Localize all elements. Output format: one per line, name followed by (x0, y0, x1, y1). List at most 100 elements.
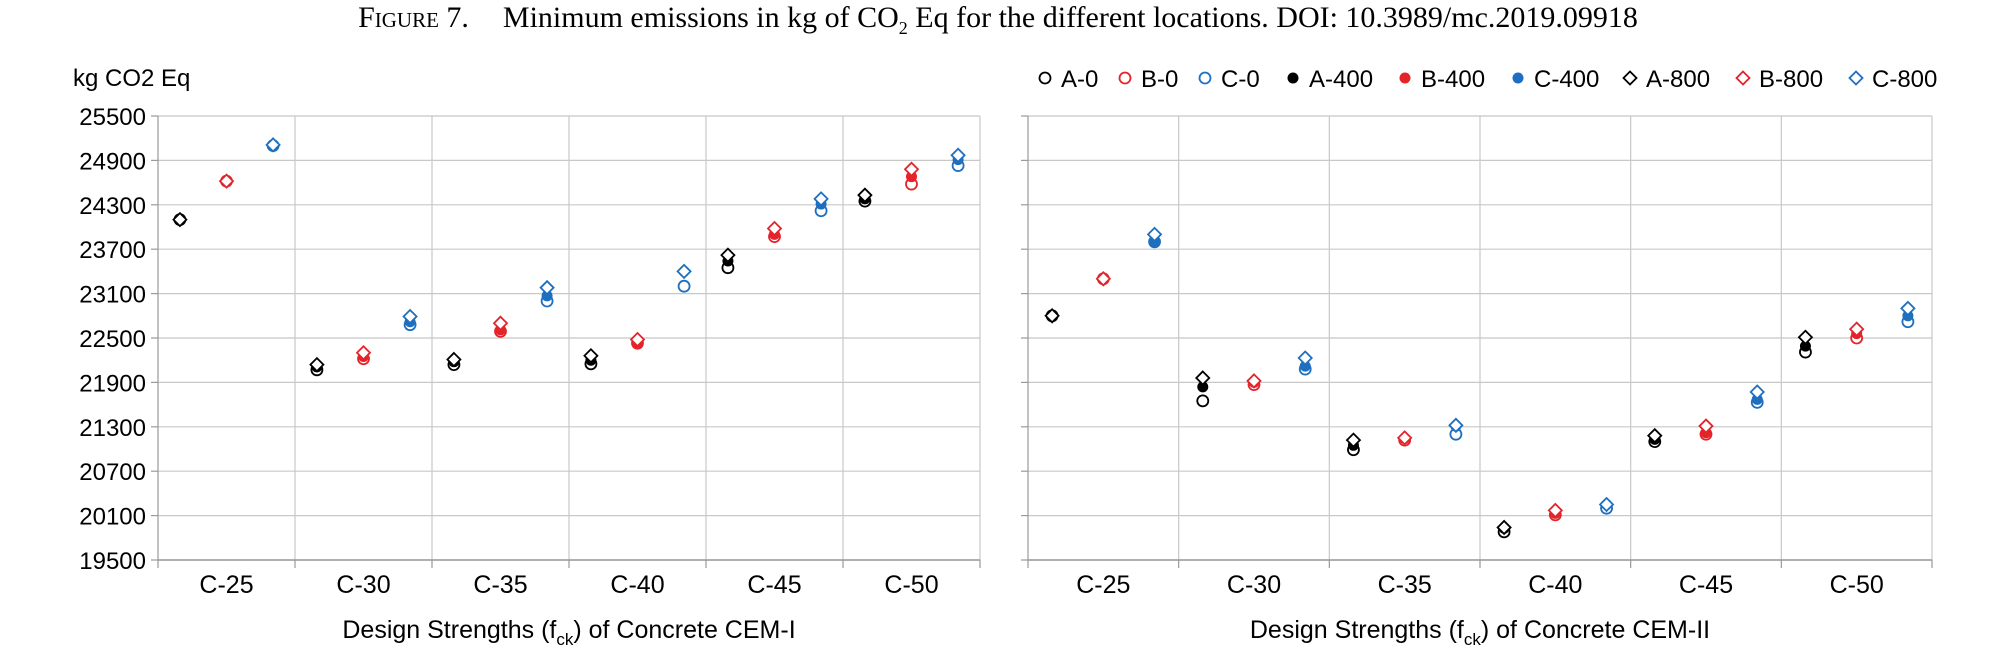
point-c-800-c-30 (402, 308, 418, 325)
x-tick-label: C-25 (1076, 571, 1130, 599)
legend-marker-a-800 (1622, 70, 1638, 86)
point-a-800-c-50 (857, 187, 873, 203)
y-tick-label: 21900 (79, 370, 146, 397)
chart-panel-cem-i: 19500 20100 20700 21300 21900 22500 23100 23700… (73, 65, 981, 649)
x-tick-label: C-45 (1679, 571, 1733, 599)
point-a-800-c-50 (1797, 329, 1814, 346)
legend-item-b-0: B-0 (1118, 66, 1178, 93)
x-tick-label: C-50 (884, 571, 938, 599)
point-a-800-c-30 (309, 356, 325, 373)
x-tick-label: C-30 (336, 571, 390, 599)
y-tick-label: 20100 (79, 504, 146, 531)
point-b-800-c-30 (1246, 373, 1262, 389)
point-b-800-c-45 (766, 220, 783, 237)
legend-item-a-0: A-0 (1038, 66, 1098, 93)
x-tick-label: C-45 (747, 571, 801, 599)
point-c-800-c-40 (676, 263, 692, 280)
legend-item-b-400: B-400 (1399, 66, 1485, 93)
legend-marker-a-0 (1038, 71, 1052, 85)
legend-marker-b-400 (1399, 72, 1411, 84)
y-tick-label: 22500 (79, 326, 146, 353)
point-c-0-c-40 (677, 279, 691, 293)
y-axis-label: kg CO2 Eq (73, 65, 190, 92)
legend-marker-c-400 (1512, 72, 1524, 84)
point-b-800-c-40 (629, 331, 646, 348)
legend-item-a-400: A-400 (1287, 66, 1373, 93)
legend-item-a-800: A-800 (1622, 66, 1710, 93)
x-tick-label: C-50 (1830, 571, 1884, 599)
legend-marker-c-800 (1848, 70, 1864, 86)
point-b-800-c-40 (1547, 502, 1564, 519)
point-a-0-c-30 (1196, 394, 1210, 408)
legend-label: B-0 (1141, 66, 1178, 93)
chart-legend: A-0 B-0 C-0 A-400 B-400 C-400 A-800 B-800 C-800 (1038, 66, 1937, 93)
figure-caption: Figure 7. Minimum emissions in kg of CO2 … (0, 0, 1996, 40)
x-tick-label: C-40 (1528, 571, 1582, 599)
point-a-800-c-30 (1195, 370, 1211, 386)
legend-item-c-400: C-400 (1512, 66, 1599, 93)
data-points (1044, 226, 1916, 539)
point-c-800-c-35 (1448, 417, 1464, 434)
legend-label: A-0 (1061, 66, 1098, 93)
point-a-800-c-45 (720, 247, 736, 263)
data-points (172, 137, 966, 377)
point-c-800-c-40 (1598, 496, 1615, 513)
x-tick-label: C-30 (1227, 571, 1281, 599)
legend-label: C-0 (1221, 66, 1260, 93)
legend-marker-b-0 (1118, 71, 1132, 85)
y-tick-label: 20700 (79, 459, 146, 486)
chart-panel-cem-ii: C-25 C-30 C-35 C-40 C-45 C-50 Design Strengths… (1021, 115, 1933, 649)
x-tick-label: C-35 (473, 571, 527, 599)
point-b-800-c-50 (1848, 321, 1865, 337)
point-c-800-c-45 (1749, 384, 1765, 400)
point-c-800-c-35 (539, 279, 555, 296)
x-tick-label: C-25 (199, 571, 253, 599)
x-tick-label: C-40 (610, 571, 664, 599)
point-c-800-c-50 (1900, 300, 1916, 317)
y-tick-label: 24900 (79, 148, 146, 175)
x-axis-label: Design Strengths (fck) of Concrete CEM-I… (1250, 616, 1710, 649)
point-a-800-c-35 (446, 351, 462, 368)
point-c-800-c-45 (813, 191, 829, 207)
y-tick-label: 25500 (79, 104, 146, 131)
point-b-800-c-45 (1698, 418, 1714, 434)
point-c-800-c-30 (1297, 350, 1313, 366)
legend-item-c-800: C-800 (1848, 66, 1937, 93)
y-tick-label: 23700 (79, 237, 146, 264)
figure-label: Figure 7. (358, 1, 469, 34)
legend-label: B-400 (1421, 66, 1485, 93)
point-c-800-c-25 (1146, 226, 1163, 243)
point-a-800-c-25 (1044, 308, 1060, 324)
caption-text-end: Eq for the different locations. DOI: 10.… (907, 1, 1638, 34)
x-tick-label: C-35 (1378, 571, 1432, 599)
legend-label: A-800 (1646, 66, 1710, 93)
point-a-800-c-45 (1647, 427, 1663, 444)
point-a-800-c-25 (172, 211, 188, 228)
gridlines (157, 115, 981, 568)
legend-marker-c-0 (1198, 71, 1212, 85)
point-b-800-c-50 (903, 161, 920, 178)
legend-item-c-0: C-0 (1198, 66, 1260, 93)
point-a-800-c-40 (1496, 519, 1512, 536)
legend-label: A-400 (1309, 66, 1373, 93)
point-b-800-c-35 (1396, 430, 1413, 446)
y-tick-label: 19500 (79, 548, 146, 575)
legend-marker-a-400 (1287, 72, 1299, 84)
point-b-800-c-25 (218, 173, 235, 189)
legend-label: C-800 (1872, 66, 1937, 93)
gridlines (1027, 115, 1933, 568)
y-tick-label: 23100 (79, 282, 146, 309)
legend-label: B-800 (1759, 66, 1823, 93)
legend-label: C-400 (1534, 66, 1599, 93)
x-axis-label: Design Strengths (fck) of Concrete CEM-I (342, 616, 795, 649)
point-a-800-c-40 (583, 347, 599, 364)
point-b-800-c-25 (1095, 271, 1112, 287)
legend-marker-b-800 (1735, 70, 1751, 86)
point-b-800-c-35 (492, 315, 509, 331)
y-tick-label: 24300 (79, 193, 146, 220)
legend-item-b-800: B-800 (1735, 66, 1823, 93)
point-b-800-c-30 (355, 345, 372, 361)
point-c-800-c-50 (950, 147, 966, 163)
caption-text: Minimum emissions in kg of CO (502, 1, 899, 34)
